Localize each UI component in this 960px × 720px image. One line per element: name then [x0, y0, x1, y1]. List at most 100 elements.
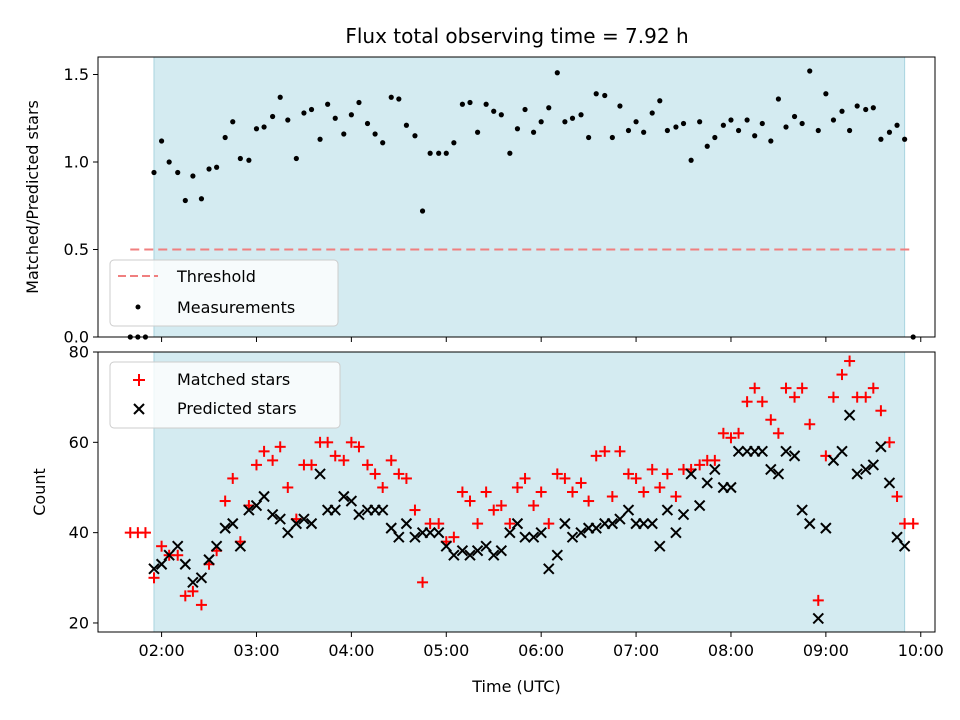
predicted-point	[590, 522, 602, 534]
measurement-point	[752, 133, 758, 139]
predicted-point	[559, 517, 571, 530]
predicted-point	[305, 517, 318, 530]
matched-point	[195, 599, 207, 611]
measurement-point	[538, 119, 544, 125]
matched-point	[670, 491, 682, 503]
matched-point	[227, 472, 239, 484]
measurement-point	[578, 112, 584, 118]
bottom-ytick-label: 40	[69, 523, 89, 542]
predicted-point	[353, 508, 365, 521]
matched-point	[385, 454, 397, 466]
measurement-point	[554, 70, 560, 76]
matched-point	[559, 472, 571, 484]
predicted-point	[891, 531, 903, 543]
matched-point	[694, 459, 706, 471]
predicted-point	[527, 531, 540, 543]
measurement-point	[735, 127, 742, 134]
matched-point	[566, 486, 578, 498]
measurement-point	[633, 119, 639, 125]
matched-point	[267, 454, 279, 466]
bottom-ytick-label: 60	[69, 433, 89, 452]
predicted-point	[860, 463, 872, 476]
xtick-label: 05:00	[423, 641, 469, 660]
matched-point	[488, 504, 500, 516]
measurement-point	[182, 197, 188, 204]
bottom-y-axis-label: Count	[30, 468, 49, 516]
matched-point	[322, 436, 334, 448]
xtick-label: 08:00	[708, 641, 754, 660]
measurement-point	[158, 138, 165, 144]
measurement-point	[190, 173, 196, 179]
predicted-point	[765, 463, 777, 476]
legend-measurements-label: Measurements	[177, 298, 295, 317]
matched-point	[836, 369, 848, 381]
predicted-point	[732, 445, 745, 458]
predicted-point	[788, 450, 801, 462]
matched-point	[504, 518, 516, 530]
matched-point	[551, 468, 563, 480]
measurement-point	[436, 150, 442, 156]
top-measurements-layer	[127, 68, 916, 340]
predicted-point	[670, 526, 682, 539]
predicted-point	[148, 563, 160, 575]
top-y-ticks: 0.0 0.5 1.0 1.5	[64, 65, 98, 347]
measurement-point	[412, 133, 418, 139]
predicted-point	[314, 468, 326, 480]
predicted-point	[243, 504, 255, 516]
top-ytick-label: 0.0	[64, 328, 89, 347]
measurement-point	[301, 110, 307, 116]
matched-point	[804, 418, 816, 430]
predicted-point	[543, 563, 555, 575]
measurement-point	[507, 150, 513, 156]
predicted-point	[606, 517, 619, 530]
measurement-point	[348, 112, 354, 118]
matched-point	[733, 427, 745, 439]
predicted-point	[345, 495, 358, 507]
matched-point	[456, 486, 468, 498]
matched-point	[756, 396, 768, 408]
matched-point	[179, 590, 191, 602]
x-axis-label: Time (UTC)	[471, 677, 560, 696]
predicted-point	[274, 513, 286, 525]
measurement-point	[443, 150, 449, 156]
predicted-point	[504, 526, 516, 539]
top-panel: 0.0 0.5 1.0 1.5 Matched/Predicted stars Thr…	[23, 56, 936, 347]
measurement-point	[894, 122, 900, 128]
top-ytick-label: 1.0	[64, 153, 89, 172]
matched-point	[606, 491, 618, 503]
predicted-point	[400, 517, 413, 530]
predicted-point	[898, 540, 911, 552]
measurement-point	[712, 134, 718, 141]
legend-predicted-label: Predicted stars	[177, 399, 297, 418]
matched-point	[796, 382, 808, 394]
predicted-point	[266, 508, 279, 521]
bottom-ytick-label: 80	[69, 343, 89, 362]
measurement-point	[459, 101, 466, 107]
measurement-point	[325, 101, 331, 107]
predicted-point	[875, 441, 887, 453]
measurement-point	[206, 166, 212, 172]
matched-point	[480, 486, 492, 498]
predicted-point	[693, 499, 706, 512]
predicted-point	[551, 549, 564, 561]
predicted-point	[646, 517, 658, 530]
predicted-point	[219, 522, 231, 534]
measurement-point	[491, 108, 497, 114]
measurement-point	[688, 157, 694, 163]
predicted-point	[661, 504, 674, 516]
measurement-point	[783, 124, 789, 130]
predicted-point	[677, 508, 690, 521]
measurement-point	[815, 127, 821, 134]
measurement-point	[317, 136, 323, 142]
matched-point	[827, 391, 839, 403]
bottom-y-ticks: 20 40 60 80	[69, 343, 98, 632]
matched-point	[575, 477, 587, 489]
measurement-point	[396, 96, 402, 102]
predicted-point	[725, 481, 737, 494]
measurement-point	[902, 136, 908, 142]
predicted-point	[820, 522, 832, 534]
top-axes-frame	[97, 56, 936, 338]
matched-point	[749, 382, 761, 394]
bottom-x-ticks: 02:00 03:00 04:00 05:00 06:00 07:00 08:00 09:00…	[139, 632, 944, 660]
predicted-point	[290, 517, 303, 530]
